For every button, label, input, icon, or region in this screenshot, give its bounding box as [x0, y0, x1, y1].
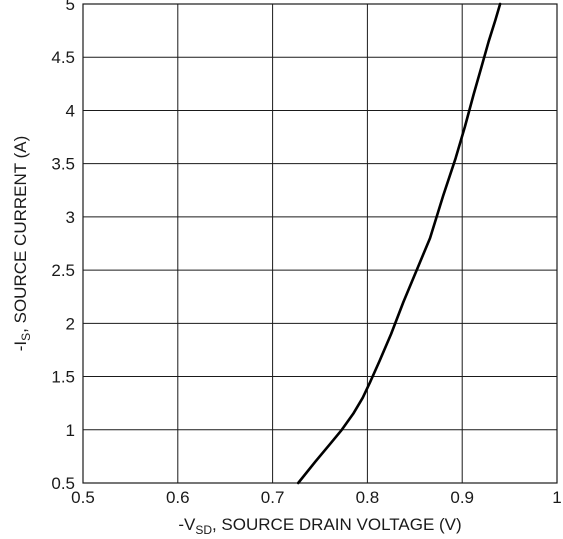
x-tick-label: 0.9: [450, 488, 474, 507]
y-tick-label: 2: [66, 314, 75, 333]
y-tick-label: 4: [66, 101, 75, 120]
x-axis-label: -VSD, SOURCE DRAIN VOLTAGE (V): [178, 515, 461, 537]
series-line: [296, 2, 502, 485]
x-tick-label: 0.8: [356, 488, 380, 507]
plot-area: [82, 3, 558, 484]
y-tick-label: 3: [66, 208, 75, 227]
y-tick-label: 1.5: [51, 368, 75, 387]
y-tick-label: 3.5: [51, 155, 75, 174]
y-tick-label: 1: [66, 421, 75, 440]
y-tick-label: 4.5: [51, 48, 75, 67]
y-axis-label: -IS, SOURCE CURRENT (A): [11, 136, 33, 352]
x-tick-label: 1: [552, 488, 561, 507]
y-tick-labels: 0.5 1 1.5 2 2.5 3 3.5 4 4.5 5: [51, 0, 75, 493]
y-tick-label: 2.5: [51, 261, 75, 280]
series-layer: [296, 2, 502, 485]
x-tick-label: 0.6: [166, 488, 190, 507]
x-tick-labels: 0.5 0.6 0.7 0.8 0.9 1: [71, 488, 562, 507]
x-tick-label: 0.5: [71, 488, 95, 507]
grid: [82, 3, 558, 484]
y-tick-label: 5: [66, 0, 75, 14]
x-tick-label: 0.7: [261, 488, 285, 507]
y-tick-label: 0.5: [51, 474, 75, 493]
